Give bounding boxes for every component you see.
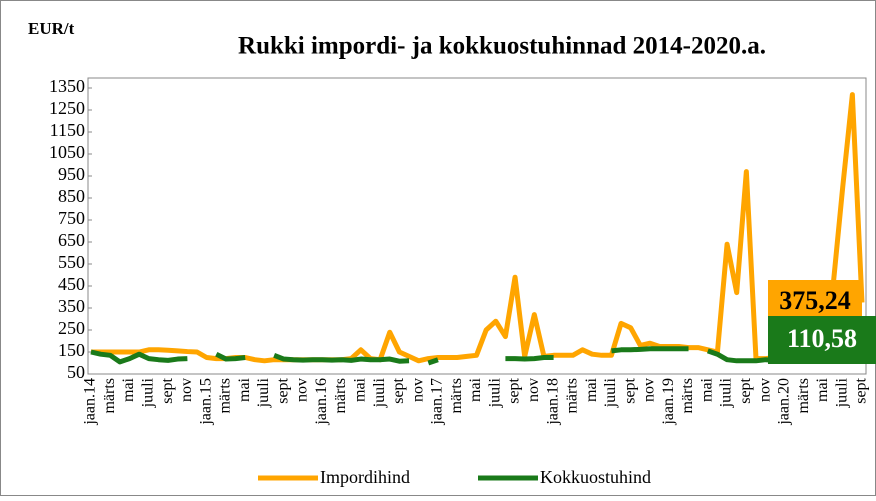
x-tick-label: mai xyxy=(698,377,715,402)
legend-label: Impordihind xyxy=(320,467,410,487)
x-tick-label: nov xyxy=(525,378,542,402)
plot-area xyxy=(87,77,867,375)
line-series xyxy=(611,346,689,354)
y-tick-label: 1350 xyxy=(49,76,85,96)
x-tick-label: sept xyxy=(737,377,754,403)
y-tick-label: 350 xyxy=(58,296,85,316)
y-tick-label: 1050 xyxy=(49,142,85,162)
x-tick-label: märts xyxy=(101,378,118,414)
x-tick-label: juuli xyxy=(718,377,735,408)
x-tick-label: märts xyxy=(448,378,465,414)
x-tick-label: mai xyxy=(352,377,369,402)
x-tick-label: juuli xyxy=(833,377,850,408)
x-tick-label: mai xyxy=(583,377,600,402)
x-tick-label: mai xyxy=(236,377,253,402)
x-tick-label: nov xyxy=(641,378,658,402)
x-tick-label: märts xyxy=(217,378,234,414)
x-tick-label: nov xyxy=(756,378,773,402)
line-series xyxy=(273,352,410,364)
x-tick-label: mai xyxy=(814,377,831,402)
x-tick-label: sept xyxy=(274,377,291,403)
x-tick-label: juuli xyxy=(486,377,503,408)
y-tick-label: 50 xyxy=(67,362,85,382)
x-tick-label: sept xyxy=(621,377,638,403)
x-tick-label: juuli xyxy=(139,377,156,408)
chart-title: Rukki impordi- ja kokkuostuhinnad 2014-2… xyxy=(238,33,766,60)
x-tick-label: sept xyxy=(390,377,407,403)
y-axis-label: EUR/t xyxy=(28,19,75,38)
x-tick-label: sept xyxy=(506,377,523,403)
annotation: 110,58 xyxy=(787,324,857,353)
y-tick-label: 950 xyxy=(58,164,85,184)
y-tick-label: 250 xyxy=(58,318,85,338)
x-tick-label: jaan.17 xyxy=(429,378,446,426)
x-tick-label: märts xyxy=(332,378,349,414)
x-tick-label: juuli xyxy=(255,377,272,408)
annotation-box xyxy=(768,316,876,364)
x-tick-label: nov xyxy=(294,378,311,402)
y-tick-label: 1150 xyxy=(50,120,85,140)
y-tick-label: 750 xyxy=(58,208,85,228)
x-tick-label: märts xyxy=(679,378,696,414)
y-tick-label: 150 xyxy=(58,340,85,360)
x-tick-label: märts xyxy=(564,378,581,414)
legend-label: Kokkuostuhind xyxy=(540,467,651,487)
y-tick-label: 650 xyxy=(58,230,85,250)
line-series xyxy=(505,355,554,362)
x-tick-label: juuli xyxy=(602,377,619,408)
y-tick-label: 850 xyxy=(58,186,85,206)
y-tick-label: 1250 xyxy=(49,98,85,118)
x-tick-label: jaan.16 xyxy=(313,378,330,426)
x-tick-label: märts xyxy=(795,378,812,414)
line-series xyxy=(90,349,188,365)
x-tick-label: sept xyxy=(159,377,176,403)
x-tick-label: jaan.19 xyxy=(660,378,677,426)
x-tick-label: sept xyxy=(853,377,870,403)
x-tick-label: mai xyxy=(120,377,137,402)
x-tick-label: jaan.15 xyxy=(197,378,214,426)
x-tick-label: jaan.14 xyxy=(82,378,99,426)
y-tick-label: 450 xyxy=(58,274,85,294)
y-tick-label: 550 xyxy=(58,252,85,272)
x-tick-label: juuli xyxy=(371,377,388,408)
line-series xyxy=(427,357,439,366)
x-tick-label: jaan.18 xyxy=(544,378,561,426)
x-tick-label: jaan.20 xyxy=(776,378,793,426)
x-tick-label: mai xyxy=(467,377,484,402)
x-tick-label: nov xyxy=(409,378,426,402)
x-tick-label: nov xyxy=(178,378,195,402)
line-series xyxy=(215,351,246,362)
annotation: 375,24 xyxy=(779,286,851,315)
